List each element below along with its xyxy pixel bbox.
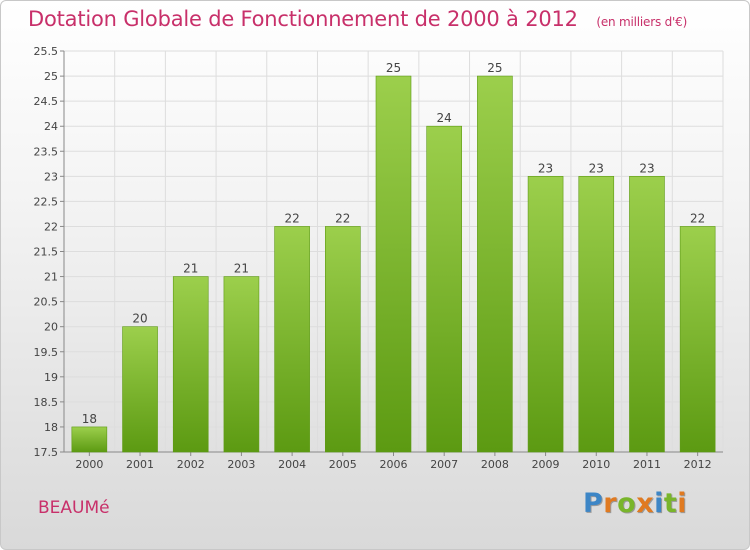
logo-letter: i [654,488,664,519]
x-tick-label: 2002 [177,458,205,471]
bar-value-label: 23 [538,161,553,175]
x-tick-label: 2005 [329,458,357,471]
bar [122,326,158,453]
bar [426,125,462,453]
logo-letter: x [636,488,655,519]
y-tick-label: 21 [44,271,58,284]
x-tick-label: 2003 [227,458,255,471]
bar [527,176,564,453]
y-tick-label: 21.5 [34,246,59,259]
logo-letter: o [617,488,637,519]
y-tick-label: 23.5 [34,145,59,158]
bar [375,75,412,453]
bar [274,226,310,453]
y-tick-label: 24.5 [34,95,59,108]
x-tick-label: 2011 [633,458,661,471]
bar [325,226,361,453]
logo-letter: i [677,488,688,519]
bar [223,276,260,453]
chart-subtitle: (en milliers d'€) [596,15,688,29]
y-tick-label: 20.5 [34,296,59,309]
bars [71,75,716,453]
bar-value-label: 22 [335,211,350,225]
y-tick-label: 20 [44,321,58,334]
y-tick-label: 22.5 [34,195,59,208]
x-tick-label: 2010 [582,458,610,471]
x-tick-label: 2007 [430,458,458,471]
y-tick-label: 24 [44,120,58,133]
bar-value-label: 24 [437,111,452,125]
bar-value-label: 25 [386,61,401,75]
bar-value-label: 22 [690,211,705,225]
y-tick-label: 18 [44,421,58,434]
y-tick-label: 17.5 [34,446,59,459]
bar-value-label: 21 [183,262,198,276]
bar [172,276,209,453]
y-tick-label: 22 [44,220,58,233]
x-tick-label: 2006 [380,458,408,471]
bar-value-label: 18 [82,412,97,426]
bar-value-label: 23 [589,161,604,175]
bar [629,176,665,453]
bar-value-label: 20 [132,312,147,326]
bar-value-label: 23 [639,161,654,175]
y-tick-label: 18.5 [34,396,59,409]
commune-name: BEAUMé [38,498,110,518]
x-tick-label: 2009 [532,458,560,471]
x-tick-label: 2001 [126,458,154,471]
bar [679,226,716,453]
proxiti-logo: Proxiti [583,488,687,519]
logo-letter: t [663,488,678,519]
y-tick-label: 19.5 [34,346,59,359]
y-tick-label: 25.5 [34,45,59,58]
labels: 17.5 18 18.5 19 19.5 20 20.5 21 21.5 22 22.5 23 23.5… [34,45,712,471]
logo-letter: r [603,488,618,519]
bar [477,75,513,453]
y-tick-label: 19 [44,371,58,384]
chart-title: Dotation Globale de Fonctionnement de 20… [28,7,687,31]
bar [71,426,108,453]
x-tick-label: 2004 [278,458,306,471]
bar-value-label: 22 [284,211,299,225]
logo-letter: P [583,488,604,519]
y-tick-label: 25 [44,70,58,83]
bar-value-label: 21 [234,262,249,276]
bar-value-label: 25 [487,61,502,75]
bar [578,176,615,453]
chart-title-text: Dotation Globale de Fonctionnement de 20… [28,7,578,31]
y-tick-label: 23 [44,170,58,183]
x-tick-label: 2012 [684,458,712,471]
x-tick-label: 2000 [75,458,103,471]
x-tick-label: 2008 [481,458,509,471]
